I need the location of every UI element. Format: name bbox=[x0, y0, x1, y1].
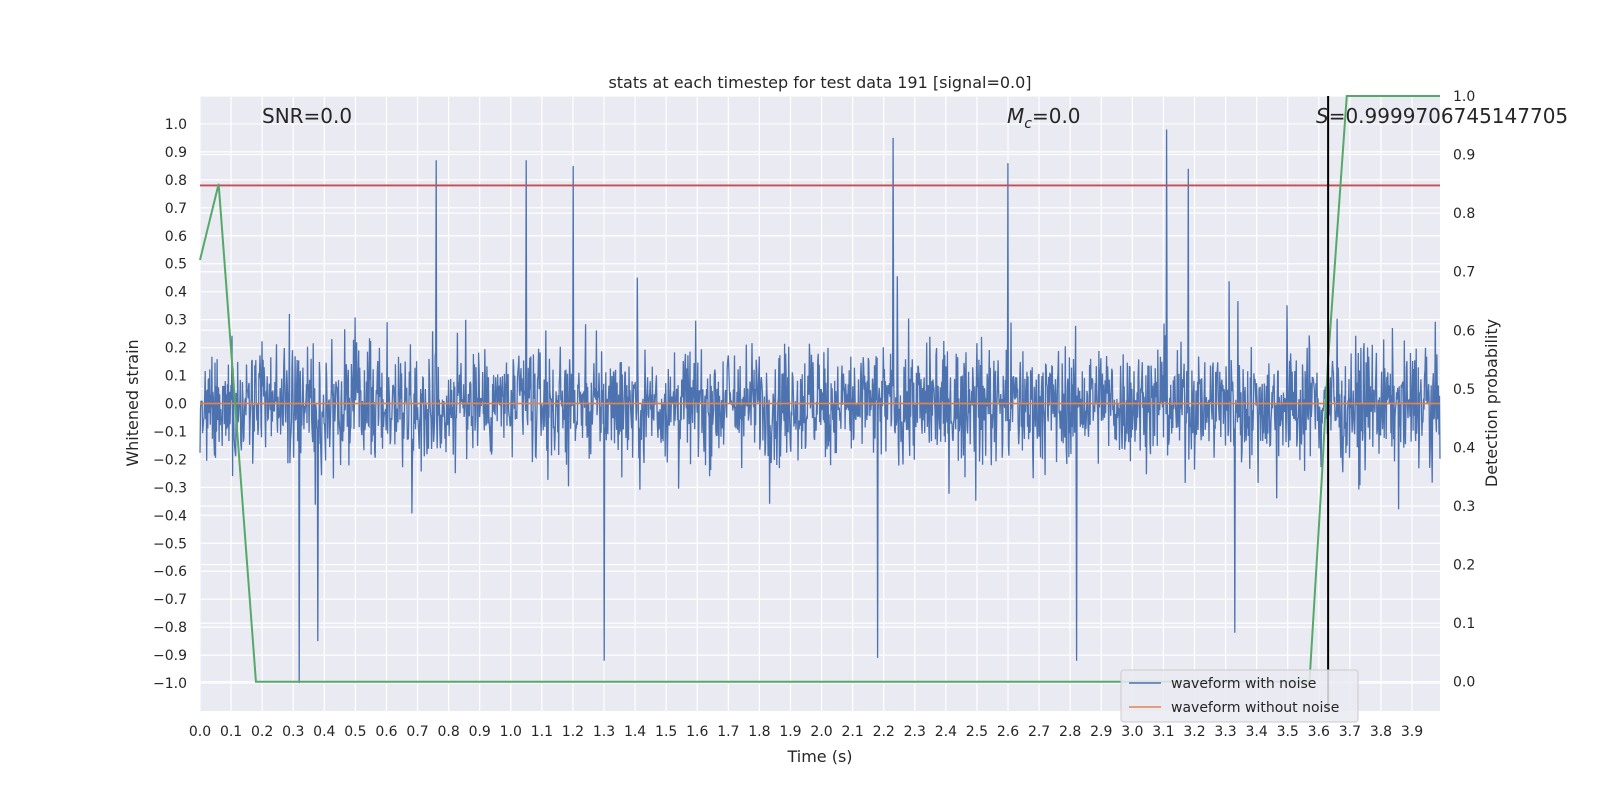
x-tick-label: 0.3 bbox=[282, 724, 304, 740]
legend-label-waveform-with-noise: waveform with noise bbox=[1171, 676, 1316, 692]
y2-tick-label: 0.1 bbox=[1453, 616, 1475, 632]
y2-tick-label: 0.8 bbox=[1453, 206, 1475, 222]
x-tick-label: 3.6 bbox=[1308, 724, 1330, 740]
x-tick-labels: 0.0 0.1 0.2 0.3 0.4 0.5 0.6 0.7 0.8 0.9 1.0 1.1 1.2 1… bbox=[189, 724, 1423, 740]
chirp-mass-value: =0.0 bbox=[1032, 104, 1081, 128]
x-tick-label: 3.3 bbox=[1214, 724, 1236, 740]
legend-label-waveform-without-noise: waveform without noise bbox=[1171, 700, 1339, 716]
y-tick-label: −0.8 bbox=[153, 620, 187, 636]
x-axis-label: Time (s) bbox=[786, 747, 852, 766]
x-tick-label: 0.8 bbox=[437, 724, 459, 740]
y2-tick-label: 0.6 bbox=[1453, 323, 1475, 339]
y-tick-label: 0.2 bbox=[165, 341, 187, 357]
x-tick-label: 0.9 bbox=[469, 724, 491, 740]
x-tick-label: 3.5 bbox=[1277, 724, 1299, 740]
x-tick-label: 1.7 bbox=[717, 724, 739, 740]
y2-tick-label: 0.0 bbox=[1453, 675, 1475, 691]
series-waveform-with-noise bbox=[199, 129, 1441, 684]
x-tick-label: 3.8 bbox=[1370, 724, 1392, 740]
y-tick-labels: 1.0 0.9 0.8 0.7 0.6 0.5 0.4 0.3 0.2 0.1 0.0 −0.1 −0.… bbox=[153, 117, 187, 692]
x-tick-label: 2.2 bbox=[873, 724, 895, 740]
x-tick-label: 2.8 bbox=[1059, 724, 1081, 740]
snr-annotation: SNR=0.0 bbox=[262, 104, 352, 128]
x-tick-label: 2.4 bbox=[935, 724, 957, 740]
legend-box bbox=[1120, 669, 1359, 723]
x-tick-label: 3.7 bbox=[1339, 724, 1361, 740]
y-tick-label: −0.1 bbox=[153, 424, 187, 440]
x-tick-label: 2.9 bbox=[1090, 724, 1112, 740]
legend: waveform with noise waveform without noi… bbox=[1120, 669, 1359, 723]
x-tick-label: 1.9 bbox=[779, 724, 801, 740]
x-tick-label: 1.0 bbox=[500, 724, 522, 740]
x-tick-label: 0.4 bbox=[313, 724, 335, 740]
y-tick-label: −0.9 bbox=[153, 648, 187, 664]
chirp-mass-subscript: c bbox=[1024, 116, 1032, 132]
x-tick-label: 0.6 bbox=[375, 724, 397, 740]
x-tick-label: 2.5 bbox=[966, 724, 988, 740]
y2-tick-label: 0.3 bbox=[1453, 499, 1475, 515]
y-tick-label: −0.5 bbox=[153, 536, 187, 552]
x-tick-label: 1.8 bbox=[748, 724, 770, 740]
y2-tick-label: 0.4 bbox=[1453, 440, 1475, 456]
waveform-with-noise-line bbox=[199, 129, 1441, 684]
x-tick-label: 3.4 bbox=[1246, 724, 1268, 740]
x-tick-label: 0.1 bbox=[220, 724, 242, 740]
y-tick-label: 0.4 bbox=[165, 285, 187, 301]
y2-tick-label: 0.7 bbox=[1453, 265, 1475, 281]
chart-title: stats at each timestep for test data 191… bbox=[608, 73, 1031, 92]
y-tick-label: 0.0 bbox=[165, 397, 187, 413]
y2-tick-label: 0.2 bbox=[1453, 558, 1475, 574]
y-tick-label: 0.1 bbox=[165, 369, 187, 385]
x-tick-label: 1.2 bbox=[562, 724, 584, 740]
y-tick-label: 0.9 bbox=[165, 145, 187, 161]
x-tick-label: 1.1 bbox=[531, 724, 553, 740]
x-tick-label: 2.3 bbox=[904, 724, 926, 740]
y-tick-label: −0.6 bbox=[153, 564, 187, 580]
y2-tick-labels: 1.0 0.9 0.8 0.7 0.6 0.5 0.4 0.3 0.2 0.1 0.0 bbox=[1453, 89, 1475, 691]
x-tick-label: 3.9 bbox=[1401, 724, 1423, 740]
y-tick-label: 0.8 bbox=[165, 173, 187, 189]
x-tick-label: 1.4 bbox=[624, 724, 646, 740]
x-tick-label: 2.7 bbox=[1028, 724, 1050, 740]
score-symbol: S bbox=[1316, 104, 1329, 128]
score-value: =0.9999706745147705 bbox=[1329, 104, 1568, 128]
y-tick-label: 0.7 bbox=[165, 201, 187, 217]
y-tick-label: −0.4 bbox=[153, 508, 187, 524]
y-tick-label: 0.5 bbox=[165, 257, 187, 273]
x-tick-label: 2.6 bbox=[997, 724, 1019, 740]
x-tick-label: 1.5 bbox=[655, 724, 677, 740]
x-tick-label: 0.7 bbox=[406, 724, 428, 740]
y2-tick-label: 1.0 bbox=[1453, 89, 1475, 105]
chirp-mass-symbol: M bbox=[1007, 104, 1024, 128]
y-tick-label: −0.7 bbox=[153, 592, 187, 608]
x-tick-label: 1.6 bbox=[686, 724, 708, 740]
x-tick-label: 0.2 bbox=[251, 724, 273, 740]
y-tick-label: 0.6 bbox=[165, 229, 187, 245]
x-tick-label: 0.0 bbox=[189, 724, 211, 740]
y-tick-label: 1.0 bbox=[165, 117, 187, 133]
x-tick-label: 3.0 bbox=[1121, 724, 1143, 740]
y2-axis-label: Detection probability bbox=[1482, 319, 1501, 487]
y2-tick-label: 0.5 bbox=[1453, 382, 1475, 398]
chirp-mass-annotation: Mc=0.0 bbox=[1007, 104, 1081, 132]
y-tick-label: −0.2 bbox=[153, 452, 187, 468]
y2-tick-label: 0.9 bbox=[1453, 148, 1475, 164]
x-tick-label: 3.2 bbox=[1183, 724, 1205, 740]
y-tick-label: −0.3 bbox=[153, 480, 187, 496]
y-tick-label: 0.3 bbox=[165, 313, 187, 329]
x-tick-label: 3.1 bbox=[1152, 724, 1174, 740]
x-tick-label: 2.0 bbox=[810, 724, 832, 740]
y-tick-label: −1.0 bbox=[153, 676, 187, 692]
y-axis-label: Whitened strain bbox=[123, 339, 142, 466]
x-tick-label: 0.5 bbox=[344, 724, 366, 740]
score-annotation: S=0.9999706745147705 bbox=[1316, 104, 1568, 128]
x-tick-label: 2.1 bbox=[841, 724, 863, 740]
x-tick-label: 1.3 bbox=[593, 724, 615, 740]
